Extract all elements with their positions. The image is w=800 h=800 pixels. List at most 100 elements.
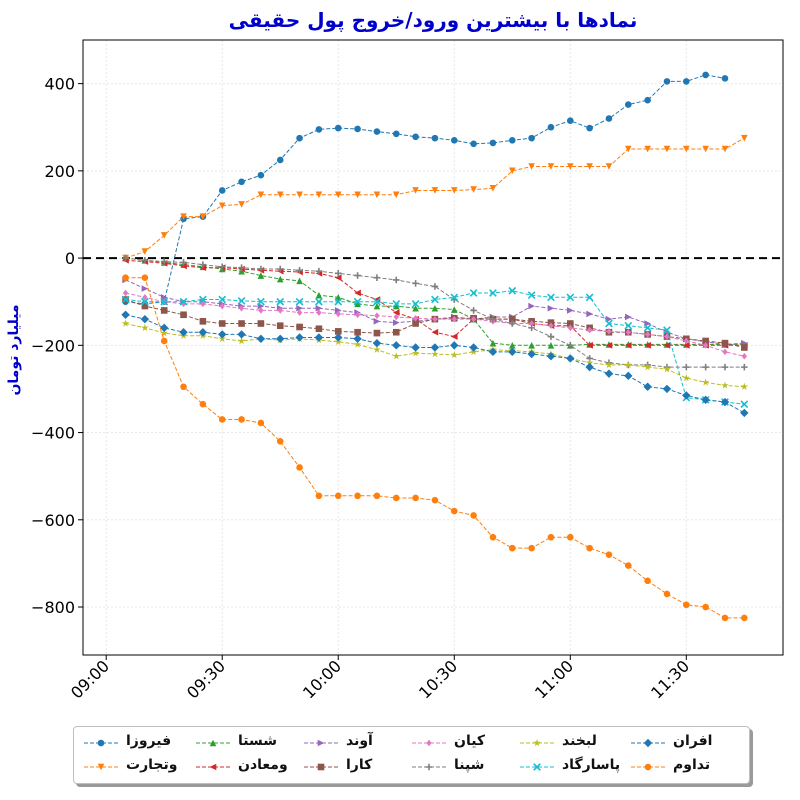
y-tick-label: 400: [44, 75, 75, 94]
data-point: [238, 304, 245, 312]
data-point: [585, 293, 594, 302]
data-point: [180, 383, 187, 391]
data-point: [354, 272, 361, 279]
data-point: [489, 289, 497, 297]
data-point: [605, 551, 613, 558]
data-point: [392, 130, 400, 138]
data-point: [527, 349, 536, 359]
data-point: [470, 315, 477, 323]
data-point: [373, 191, 381, 199]
data-point: [314, 333, 324, 342]
data-point: [354, 125, 361, 133]
data-point: [238, 416, 245, 423]
legend-marker: [317, 763, 325, 771]
legend-swatch: [631, 738, 665, 748]
data-point: [721, 381, 729, 389]
data-point: [373, 318, 381, 325]
series-5: [122, 296, 748, 351]
data-point: [392, 191, 400, 199]
data-point: [122, 254, 129, 262]
series-line: [125, 290, 745, 405]
data-point: [199, 213, 207, 220]
data-point: [528, 134, 535, 142]
legend-swatch: [520, 763, 554, 771]
data-point: [470, 307, 477, 314]
legend-marker: [317, 739, 325, 747]
data-point: [257, 297, 265, 306]
data-point: [334, 270, 342, 277]
data-point: [392, 309, 400, 316]
data-point: [644, 342, 651, 349]
data-point: [334, 333, 343, 342]
data-point: [431, 134, 439, 142]
data-point: [605, 342, 613, 349]
data-point: [740, 382, 749, 390]
data-point: [122, 274, 129, 282]
data-point: [295, 333, 304, 342]
legend-marker: [644, 763, 652, 771]
data-point: [625, 328, 631, 336]
series-line: [125, 257, 745, 346]
data-point: [528, 163, 535, 170]
data-point: [315, 304, 323, 312]
data-point: [470, 512, 477, 519]
data-point: [566, 293, 575, 302]
data-point: [392, 300, 401, 308]
data-point: [315, 325, 323, 333]
legend-swatch: [304, 763, 338, 771]
data-point: [316, 309, 322, 316]
data-point: [489, 533, 497, 541]
data-point: [528, 544, 535, 552]
data-point: [219, 302, 225, 310]
legend-marker: [209, 739, 217, 747]
legend-label: کارا: [346, 757, 373, 773]
data-point: [625, 342, 632, 349]
data-point: [566, 163, 574, 170]
data-point: [411, 343, 420, 352]
data-point: [257, 272, 265, 279]
data-point: [624, 321, 633, 330]
data-point: [720, 397, 730, 407]
data-point: [663, 145, 671, 153]
data-point: [702, 337, 709, 345]
data-point: [392, 276, 400, 284]
data-point: [721, 75, 729, 82]
data-point: [624, 371, 633, 381]
data-point: [722, 348, 728, 356]
data-point: [335, 310, 341, 318]
data-point: [683, 145, 690, 153]
data-point: [121, 295, 130, 304]
data-point: [489, 184, 497, 192]
data-point: [334, 191, 342, 199]
data-point: [547, 293, 555, 302]
data-point: [373, 274, 381, 282]
data-point: [237, 330, 246, 339]
data-point: [354, 300, 361, 308]
data-point: [354, 328, 361, 336]
data-point: [702, 603, 709, 611]
data-point: [315, 297, 323, 306]
legend-swatch: [412, 763, 446, 771]
data-point: [334, 307, 342, 314]
data-point: [605, 115, 613, 122]
data-point: [277, 307, 283, 314]
data-point: [218, 330, 227, 339]
data-point: [625, 313, 632, 321]
data-point: [432, 315, 438, 323]
data-point: [373, 492, 381, 500]
legend-label: پاسارگاد: [562, 757, 621, 773]
legend-label: تداوم: [673, 757, 711, 773]
legend-marker: [426, 739, 432, 747]
data-point: [489, 139, 497, 147]
data-point: [488, 347, 498, 357]
y-tick-label: −800: [31, 598, 75, 617]
data-point: [662, 384, 672, 394]
data-point: [160, 297, 169, 306]
data-point: [373, 345, 381, 353]
data-point: [121, 319, 130, 327]
data-point: [566, 533, 574, 541]
legend-marker: [643, 738, 653, 748]
data-point: [412, 304, 419, 312]
data-point: [604, 369, 614, 378]
